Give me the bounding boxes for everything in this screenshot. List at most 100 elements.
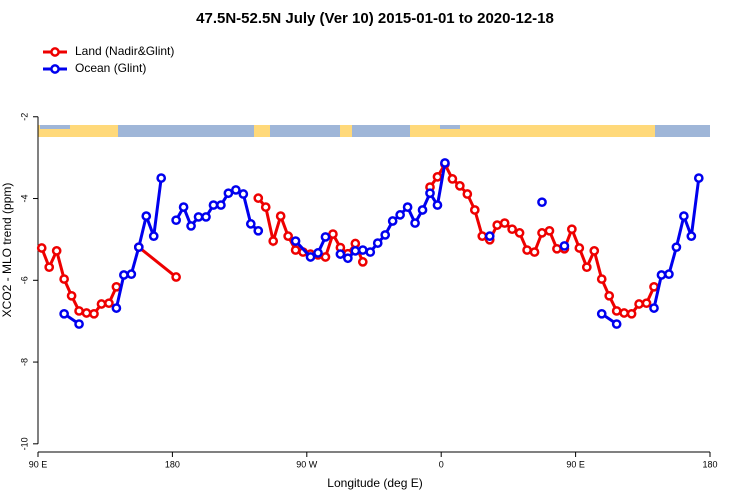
x-tick-label: 90 E [29, 459, 48, 469]
data-point [649, 303, 659, 313]
data-point [89, 308, 99, 319]
data-point [395, 210, 405, 220]
data-point [656, 270, 667, 280]
data-point [626, 308, 637, 319]
data-point [74, 306, 84, 316]
data-point [671, 242, 682, 253]
data-point [328, 229, 338, 239]
data-point [66, 290, 77, 301]
data-point [290, 236, 301, 246]
data-point [275, 211, 286, 221]
data-point [522, 245, 532, 255]
data-point [44, 262, 55, 273]
data-point [619, 308, 629, 318]
data-point [171, 272, 181, 282]
x-tick-label: 0 [439, 459, 444, 469]
data-point [81, 308, 92, 318]
data-point [208, 200, 219, 210]
data-point [231, 185, 241, 195]
data-point [410, 218, 420, 228]
legend-label: Land (Nadir&Glint) [75, 44, 174, 58]
data-point [96, 299, 107, 309]
series-line [137, 246, 178, 279]
data-point [664, 269, 674, 280]
y-axis-label: XCO2 - MLO trend (ppm) [0, 183, 14, 318]
x-tick-label: 90 W [296, 459, 318, 469]
data-point [469, 205, 480, 215]
data-point [380, 230, 391, 240]
data-point [425, 188, 435, 199]
y-tick-label: -2 [19, 113, 29, 121]
data-point [245, 219, 256, 229]
data-point [581, 262, 592, 273]
data-point [320, 252, 331, 262]
data-point [313, 248, 323, 258]
x-tick-label: 180 [702, 459, 717, 469]
data-point [440, 158, 450, 168]
series [36, 159, 659, 319]
data-point [148, 231, 159, 241]
data-point [193, 212, 204, 222]
data-point [417, 205, 428, 215]
data-point [59, 308, 69, 319]
data-point [350, 246, 361, 256]
data-point [253, 225, 264, 236]
data-point [104, 298, 114, 309]
data-point [387, 216, 398, 226]
data-point [171, 215, 181, 226]
data-point [679, 211, 689, 221]
data-point [59, 274, 69, 284]
data-point [447, 174, 458, 184]
data-point [641, 298, 652, 309]
x-axis-label: Longitude (deg E) [327, 476, 422, 490]
data-point [552, 243, 562, 254]
x-tick-label: 180 [165, 459, 180, 469]
y-tick-label: -6 [19, 276, 29, 284]
data-point [223, 188, 234, 199]
data-point [74, 319, 84, 329]
data-point [484, 231, 495, 241]
data-point [589, 246, 600, 256]
data-point [499, 218, 510, 228]
data-point [290, 245, 301, 255]
data-point [216, 200, 226, 210]
data-point [372, 238, 383, 248]
data-point [574, 243, 585, 253]
data-point [238, 189, 249, 199]
data-point [604, 290, 615, 301]
y-tick-label: -10 [19, 437, 29, 450]
data-point [529, 247, 540, 257]
legend-marker [50, 47, 60, 57]
data-point [283, 231, 293, 241]
legend-label: Ocean (Glint) [75, 61, 146, 75]
data-point [567, 224, 577, 235]
y-tick-label: -8 [19, 358, 29, 366]
legend-marker [50, 64, 60, 74]
series [59, 158, 704, 329]
data-point [357, 245, 368, 255]
data-point [492, 220, 503, 230]
data-point [507, 224, 517, 235]
data-point [178, 202, 189, 212]
data-point [596, 274, 607, 284]
data-point [186, 221, 196, 231]
data-point [305, 252, 316, 262]
data-point [36, 243, 47, 253]
data-point [253, 193, 264, 203]
data-point [514, 228, 525, 238]
chart-title: 47.5N-52.5N July (Ver 10) 2015-01-01 to … [196, 10, 554, 27]
data-point [611, 306, 622, 316]
data-point [634, 299, 644, 309]
data-point [320, 232, 331, 242]
map-strip [38, 125, 710, 137]
data-point [611, 319, 622, 329]
data-point [119, 270, 129, 280]
data-point [537, 228, 547, 238]
data-point [111, 281, 122, 292]
data-point [402, 202, 413, 212]
data-point [141, 211, 152, 221]
data-point [537, 197, 547, 208]
data-point [335, 249, 346, 259]
data-point [559, 241, 570, 251]
